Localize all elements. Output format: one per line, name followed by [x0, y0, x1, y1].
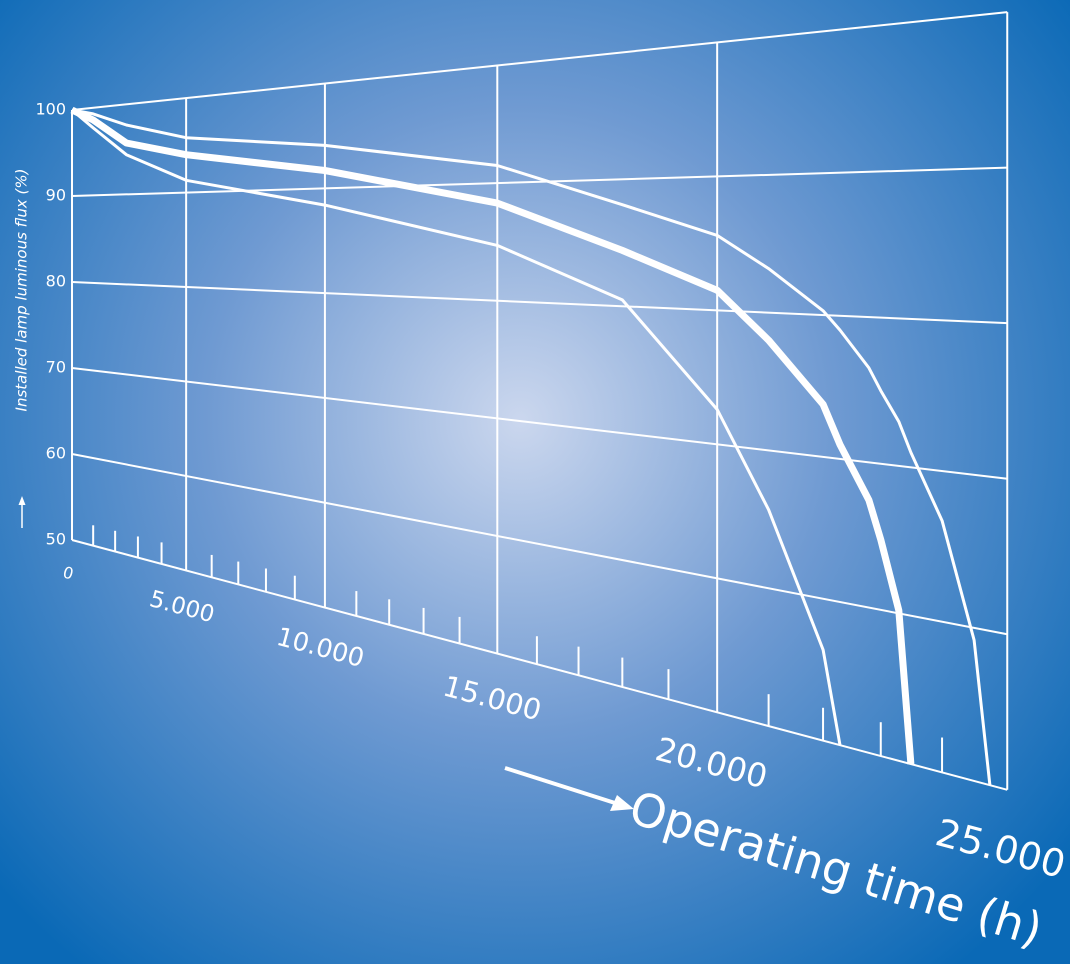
- data-line: [70, 106, 915, 765]
- grid-line: [71, 539, 1008, 791]
- data-line: [71, 108, 842, 746]
- y-tick-label: 80: [46, 272, 66, 291]
- x-axis-arrowhead: [610, 795, 634, 811]
- y-axis-arrowhead: [18, 496, 26, 505]
- y-tick-label: 70: [46, 358, 66, 377]
- grid-line: [71, 166, 1008, 197]
- data-line: [71, 108, 992, 786]
- x-tick-label: 0: [61, 563, 76, 584]
- grid-line: [71, 453, 1008, 636]
- y-tick-label: 90: [46, 186, 66, 205]
- grid-line: [71, 11, 1008, 111]
- y-tick-label: 50: [46, 530, 66, 549]
- grid-line: [71, 281, 1008, 325]
- x-axis-arrow: [504, 766, 616, 805]
- y-axis-label: Installed lamp luminous flux (%): [13, 169, 31, 412]
- y-tick-label: 60: [46, 444, 66, 463]
- y-tick-label: 100: [35, 100, 66, 119]
